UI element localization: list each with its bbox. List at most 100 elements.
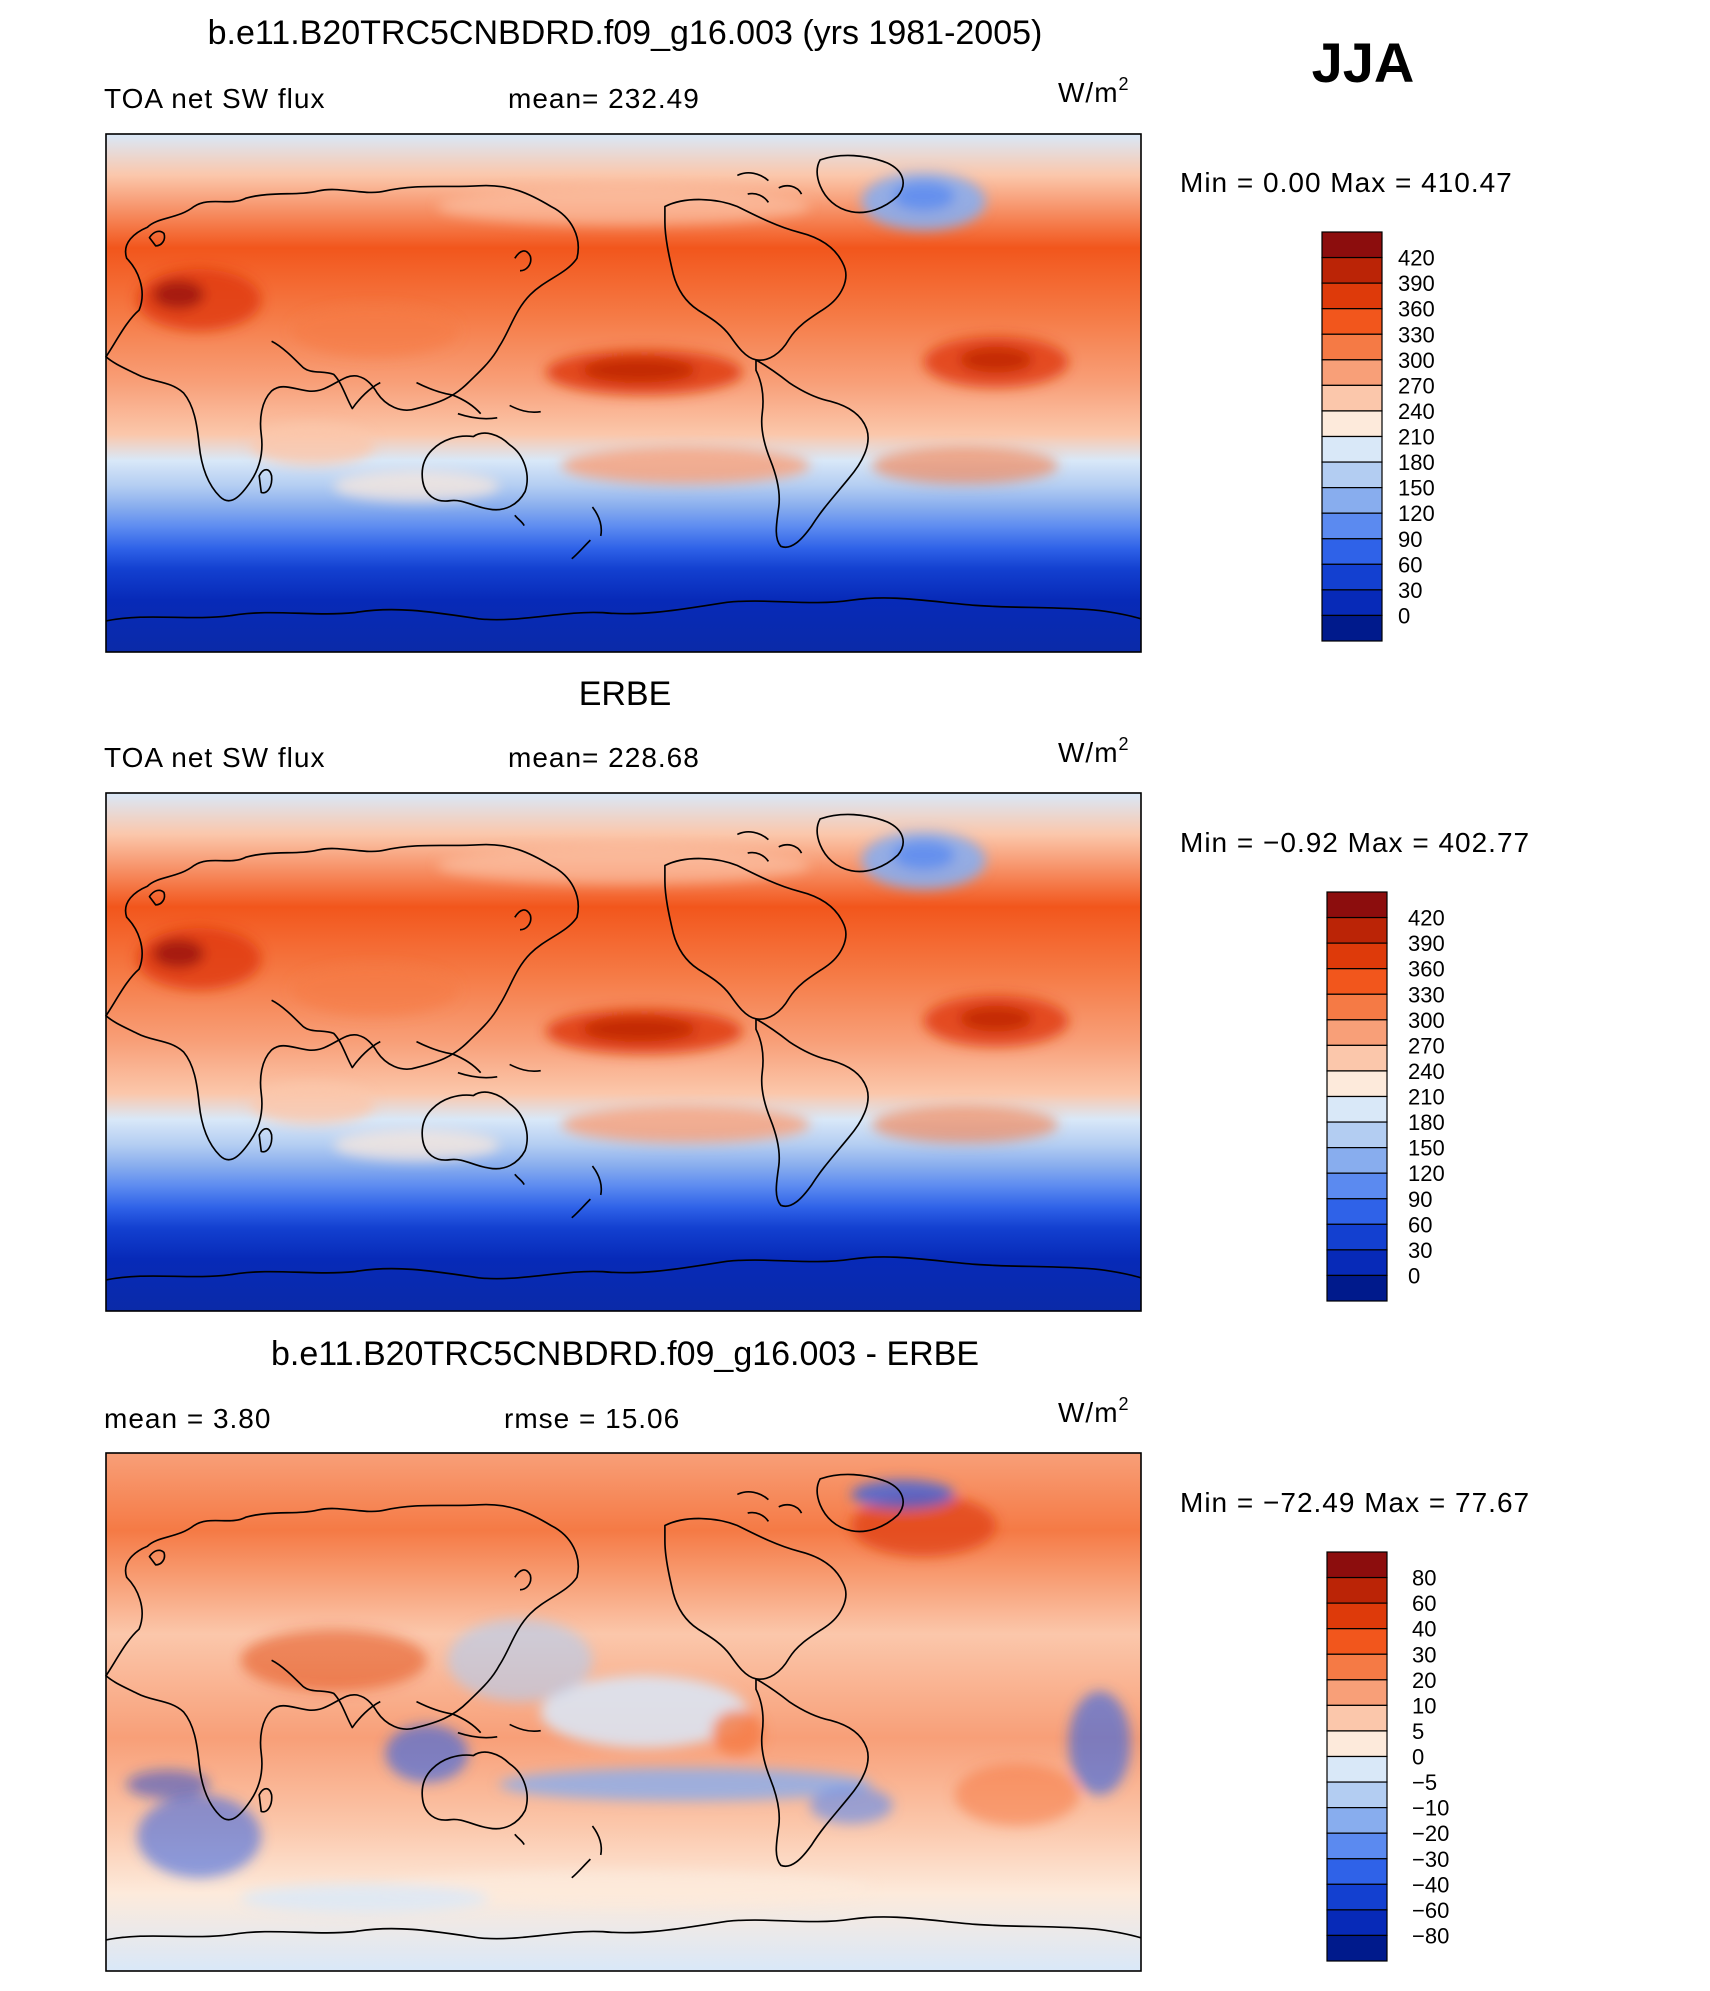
colorbar-swatch (1326, 1704, 1388, 1732)
colorbar-swatch (1326, 1653, 1388, 1681)
colorbar-tick-label: 90 (1398, 527, 1422, 552)
colorbar-swatch (1321, 256, 1383, 284)
colorbar-swatch (1326, 1730, 1388, 1758)
colorbar-tick-label: −40 (1412, 1872, 1449, 1897)
colorbar-swatch (1321, 512, 1383, 540)
colorbar-tick-label: 30 (1408, 1238, 1432, 1263)
colorbar-swatch (1321, 359, 1383, 386)
colorbar-swatch (1326, 1274, 1388, 1302)
colorbar-tick-label: 270 (1408, 1033, 1445, 1058)
colorbar-tick-label: 30 (1412, 1642, 1436, 1667)
colorbar-swatch (1326, 1755, 1388, 1783)
colorbar-swatch (1321, 563, 1383, 591)
unit-label: W/m2 (1058, 734, 1130, 768)
colorbar-tick-label: 120 (1398, 501, 1435, 526)
colorbar-tick-label: 80 (1412, 1566, 1436, 1591)
colorbar-swatch (1326, 1858, 1388, 1885)
colorbar-swatch (1321, 231, 1383, 259)
colorbar-tick-label: 420 (1398, 246, 1435, 271)
mean-label: mean= 228.68 (508, 742, 700, 773)
colorbar-swatch (1326, 1044, 1388, 1072)
colorbar-swatch (1321, 282, 1383, 310)
colorbar-tick-label: 40 (1412, 1617, 1436, 1642)
colorbar-swatch (1326, 993, 1388, 1021)
colorbar-tick-label: 330 (1398, 322, 1435, 347)
variable-label: TOA net SW flux (104, 83, 325, 114)
colorbar-tick-label: −80 (1412, 1923, 1449, 1948)
colorbar-tick-label: 270 (1398, 373, 1435, 398)
colorbar-tick-label: 0 (1408, 1263, 1420, 1288)
colorbar-tick-label: 360 (1408, 957, 1445, 982)
colorbar-tick-label: 60 (1408, 1212, 1432, 1237)
colorbar-swatch (1326, 1198, 1388, 1225)
colorbar-tick-label: −20 (1412, 1821, 1449, 1846)
colorbar-swatch (1321, 410, 1383, 438)
colorbar-swatch (1326, 1551, 1388, 1579)
colorbar-tick-label: 60 (1398, 552, 1422, 577)
colorbar-swatch (1321, 538, 1383, 565)
colorbar-tick-label: 210 (1408, 1085, 1445, 1110)
colorbar-tick-label: 420 (1408, 906, 1445, 931)
season-label: JJA (1312, 31, 1415, 94)
colorbar-swatch (1326, 1781, 1388, 1809)
colorbar-tick-label: 20 (1412, 1668, 1436, 1693)
mean-label: mean= 232.49 (508, 83, 700, 114)
colorbar-tick-label: 150 (1408, 1136, 1445, 1161)
variable-label: TOA net SW flux (104, 742, 325, 773)
colorbar-tick-label: 60 (1412, 1591, 1436, 1616)
colorbar-tick-label: 30 (1398, 578, 1422, 603)
map-model (105, 134, 1142, 652)
colorbar-tick-label: 360 (1398, 297, 1435, 322)
colorbar-tick-label: 210 (1398, 425, 1435, 450)
colorbar-tick-label: −60 (1412, 1898, 1449, 1923)
colorbar-swatch (1326, 1628, 1388, 1655)
colorbar-swatch (1321, 589, 1383, 617)
colorbar-swatch (1326, 942, 1388, 970)
colorbar-swatch (1326, 1807, 1388, 1834)
colorbar-swatch (1321, 308, 1383, 335)
colorbar-tick-label: 300 (1408, 1008, 1445, 1033)
colorbar-tick-label: −30 (1412, 1847, 1449, 1872)
colorbar-tick-label: 390 (1398, 271, 1435, 296)
colorbar-swatch (1326, 1832, 1388, 1860)
minmax-label: Min = 0.00 Max = 410.47 (1180, 167, 1513, 198)
colorbar-swatch (1321, 614, 1383, 642)
colorbar-swatch (1326, 1679, 1388, 1706)
colorbar-swatch (1326, 1934, 1388, 1962)
colorbar-tick-label: 330 (1408, 982, 1445, 1007)
colorbar-swatch (1326, 916, 1388, 944)
panel-title: b.e11.B20TRC5CNBDRD.f09_g16.003 - ERBE (271, 1335, 979, 1373)
colorbar-tick-label: 180 (1398, 450, 1435, 475)
mean-label: mean = 3.80 (104, 1403, 271, 1434)
colorbar-swatch (1326, 1172, 1388, 1200)
colorbar-tick-label: 240 (1408, 1059, 1445, 1084)
unit-label: W/m2 (1058, 74, 1130, 108)
colorbar-tick-label: −5 (1412, 1770, 1437, 1795)
minmax-label: Min = −72.49 Max = 77.67 (1180, 1487, 1530, 1518)
colorbar-tick-label: −10 (1412, 1796, 1449, 1821)
unit-label: W/m2 (1058, 1394, 1130, 1428)
colorbar-swatch (1326, 1909, 1388, 1937)
colorbar-swatch (1326, 891, 1388, 919)
colorbar-swatch (1321, 487, 1383, 514)
colorbar-swatch (1326, 1223, 1388, 1251)
map-erbe (105, 793, 1142, 1311)
colorbar-tick-label: 90 (1408, 1187, 1432, 1212)
colorbar-tick-label: 10 (1412, 1693, 1436, 1718)
colorbar-swatch (1326, 1121, 1388, 1149)
colorbar-tick-label: 390 (1408, 931, 1445, 956)
panel-title: b.e11.B20TRC5CNBDRD.f09_g16.003 (yrs 198… (208, 14, 1043, 52)
colorbar-tick-label: 120 (1408, 1161, 1445, 1186)
panel-difference: b.e11.B20TRC5CNBDRD.f09_g16.003 - ERBE m… (104, 1335, 1530, 1972)
colorbar-swatch (1326, 1576, 1388, 1604)
panel-model: b.e11.B20TRC5CNBDRD.f09_g16.003 (yrs 198… (104, 14, 1513, 653)
colorbar-tick-label: 240 (1398, 399, 1435, 424)
colorbar-tick-label: 5 (1412, 1719, 1424, 1744)
colorbar-swatch (1321, 435, 1383, 463)
colorbar-tick-label: 150 (1398, 476, 1435, 501)
colorbar-swatch (1326, 1883, 1388, 1911)
